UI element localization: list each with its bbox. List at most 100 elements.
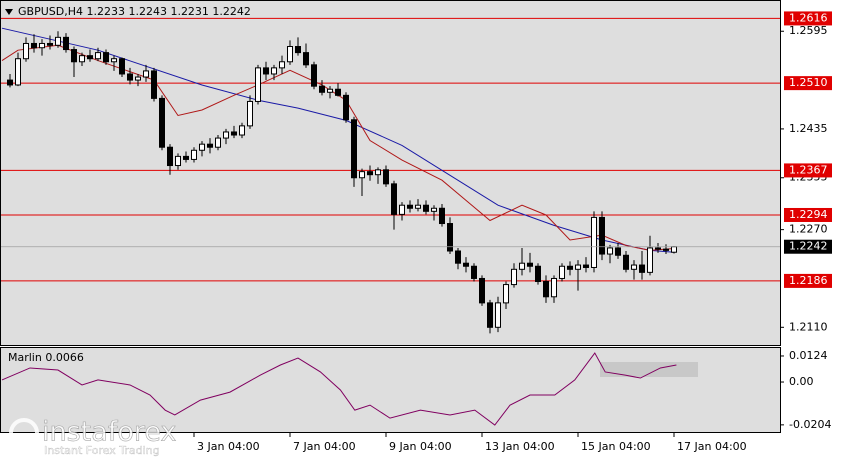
candle-body bbox=[31, 42, 37, 49]
candle-body bbox=[487, 302, 493, 328]
candle-body bbox=[527, 262, 533, 267]
candle-body bbox=[407, 204, 413, 209]
candle-body bbox=[295, 46, 301, 54]
y-tick-label: 1.2110 bbox=[789, 320, 828, 333]
level-box bbox=[784, 163, 832, 178]
candle-body bbox=[367, 171, 373, 176]
candle-body bbox=[279, 61, 285, 69]
candle-body bbox=[167, 146, 173, 167]
candle-body bbox=[671, 246, 677, 253]
candle-body bbox=[231, 131, 237, 136]
watermark-logo bbox=[9, 418, 39, 448]
candle-body bbox=[647, 247, 653, 273]
candle-body bbox=[599, 216, 605, 255]
candle-body bbox=[23, 42, 29, 60]
candle-body bbox=[631, 264, 637, 270]
watermark: instaforex Instant Forex Trading bbox=[9, 416, 177, 457]
level-label: 1.2510 bbox=[789, 76, 828, 89]
candle-body bbox=[615, 247, 621, 256]
level-label: 1.2616 bbox=[789, 11, 828, 24]
candle-body bbox=[255, 67, 261, 102]
candle-body bbox=[87, 55, 93, 60]
x-tick-label: 15 Jan 04:00 bbox=[581, 440, 651, 453]
candle-body bbox=[319, 85, 325, 93]
candle-body bbox=[479, 277, 485, 304]
candle-body bbox=[135, 76, 141, 81]
level-label: 1.2186 bbox=[789, 274, 828, 287]
y-tick-label: 1.2435 bbox=[789, 122, 828, 135]
last-price-label: 1.2242 bbox=[789, 240, 828, 253]
candle-body bbox=[423, 204, 429, 212]
candle-body bbox=[335, 88, 341, 96]
candle-body bbox=[271, 67, 277, 75]
candle-body bbox=[79, 55, 85, 63]
candle-body bbox=[247, 100, 253, 127]
indicator-title: Marlin 0.0066 bbox=[8, 351, 84, 364]
candle-body bbox=[207, 143, 213, 148]
level-box bbox=[784, 207, 832, 222]
candle-body bbox=[503, 284, 509, 304]
candle-body bbox=[327, 88, 333, 93]
candle-body bbox=[519, 262, 525, 270]
candle-body bbox=[591, 216, 597, 268]
x-tick-label: 9 Jan 04:00 bbox=[389, 440, 452, 453]
candle-body bbox=[375, 169, 381, 176]
candle-body bbox=[391, 183, 397, 215]
level-box bbox=[784, 76, 832, 91]
candle-body bbox=[103, 52, 109, 63]
y-tick-label: 0.00 bbox=[789, 375, 814, 388]
candle-body bbox=[63, 36, 69, 51]
watermark-tagline: Instant Forex Trading bbox=[44, 444, 160, 457]
level-label: 1.2294 bbox=[789, 208, 828, 221]
candle-body bbox=[263, 67, 269, 75]
candle-body bbox=[535, 265, 541, 283]
candle-body bbox=[159, 97, 165, 148]
price-panel bbox=[0, 0, 781, 346]
candle-body bbox=[439, 207, 445, 225]
level-label: 1.2367 bbox=[789, 163, 828, 176]
y-tick-label: -0.0204 bbox=[789, 418, 831, 431]
candle-body bbox=[575, 264, 581, 270]
candle-body bbox=[191, 149, 197, 160]
candle-body bbox=[343, 94, 349, 121]
candle-body bbox=[55, 36, 61, 46]
candle-body bbox=[47, 42, 53, 46]
candle-body bbox=[583, 264, 589, 268]
candle-body bbox=[111, 58, 117, 63]
x-tick-label: 7 Jan 04:00 bbox=[293, 440, 356, 453]
x-tick-label: 3 Jan 04:00 bbox=[197, 440, 260, 453]
y-tick-label: 0.0124 bbox=[789, 349, 828, 362]
candle-body bbox=[175, 155, 181, 167]
candle-body bbox=[639, 264, 645, 273]
candle-body bbox=[223, 131, 229, 139]
candle-body bbox=[71, 49, 77, 63]
candle-body bbox=[567, 265, 573, 270]
candle-body bbox=[287, 46, 293, 63]
candle-body bbox=[431, 207, 437, 212]
watermark-brand: instaforex bbox=[42, 417, 176, 448]
candle-body bbox=[655, 247, 661, 250]
x-tick-label: 17 Jan 04:00 bbox=[677, 440, 747, 453]
candle-body bbox=[359, 171, 365, 179]
candle-body bbox=[303, 52, 309, 66]
candle-body bbox=[399, 204, 405, 215]
chart-title: GBPUSD,H4 1.2233 1.2243 1.2231 1.2242 bbox=[18, 5, 251, 18]
candle-body bbox=[7, 79, 13, 86]
y-tick-label: 1.2595 bbox=[789, 24, 828, 37]
candle-body bbox=[151, 70, 157, 99]
candle-body bbox=[471, 265, 477, 279]
candle-body bbox=[127, 73, 133, 81]
candle-body bbox=[183, 155, 189, 160]
candle-body bbox=[463, 262, 469, 267]
candle-body bbox=[351, 119, 357, 179]
level-box bbox=[784, 11, 832, 26]
candle-body bbox=[607, 247, 613, 255]
candle-body bbox=[447, 223, 453, 252]
candle-body bbox=[455, 250, 461, 264]
x-tick-label: 13 Jan 04:00 bbox=[485, 440, 555, 453]
candle-body bbox=[551, 277, 557, 298]
candle-body bbox=[39, 42, 45, 49]
candle-body bbox=[415, 204, 421, 209]
candle-body bbox=[383, 169, 389, 185]
